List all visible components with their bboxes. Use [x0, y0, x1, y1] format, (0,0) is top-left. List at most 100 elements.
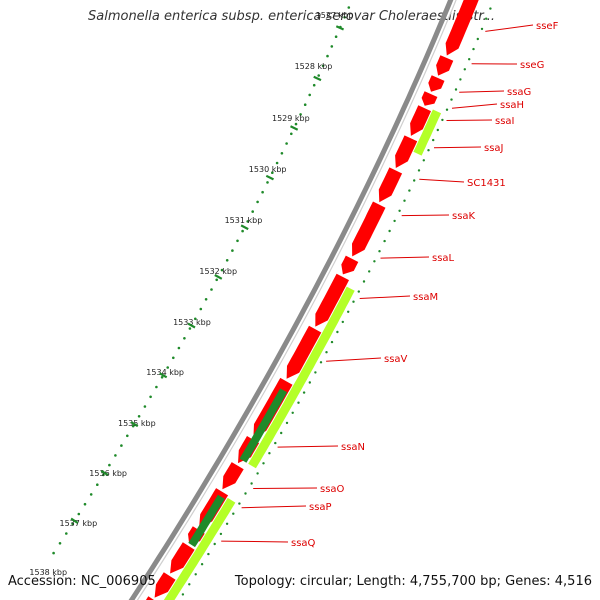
gene-block-green	[248, 286, 355, 469]
tick-dot	[347, 6, 351, 9]
inner-tick-dot	[383, 239, 386, 243]
gene-label: ssaQ	[291, 538, 316, 549]
tick-label: 1535 kbp	[118, 419, 156, 428]
genome-title: Salmonella enterica subsp. enterica sero…	[88, 9, 495, 24]
inner-tick-dot	[232, 512, 235, 515]
gene-arrow-red	[428, 75, 445, 92]
inner-tick-dot	[432, 138, 435, 142]
tick-dot	[271, 171, 274, 174]
gene-arrow-red	[352, 201, 386, 257]
inner-tick-dot	[368, 270, 371, 273]
gene-block-dark-green	[239, 388, 288, 463]
inner-tick-dot	[357, 290, 360, 293]
tick-dot	[204, 298, 208, 301]
gene-track	[145, 0, 479, 600]
inner-tick-dot	[274, 441, 277, 445]
inner-tick-dot	[403, 199, 406, 202]
tick-dot	[149, 395, 152, 399]
gene-leader-line	[451, 103, 498, 109]
inner-tick-dot	[489, 7, 492, 10]
tick-dot	[251, 210, 254, 213]
gene-arrow-red	[154, 572, 176, 598]
gene-arrow-red	[410, 105, 431, 136]
gene-leader-line	[241, 505, 307, 509]
tick-dot	[308, 93, 312, 97]
tick-dot	[256, 200, 259, 204]
tick-label: 1530 kbp	[249, 165, 287, 174]
tick-dot	[312, 83, 316, 87]
gene-leader-line	[380, 256, 430, 259]
inner-tick-dot	[291, 411, 294, 414]
tick-dot	[343, 15, 346, 19]
inner-tick-dot	[472, 47, 475, 51]
gene-leader-line	[446, 119, 493, 121]
tick-dot	[220, 268, 224, 272]
inner-tick-dot	[200, 563, 204, 566]
inner-tick-dot	[207, 552, 210, 556]
tick-mark	[265, 174, 274, 181]
tick-dot	[188, 327, 192, 330]
gene-label: ssaP	[309, 502, 332, 513]
gene-arrow-red	[341, 255, 359, 275]
tick-dot	[225, 259, 229, 262]
inner-tick-dot	[393, 219, 396, 223]
inner-tick-dot	[445, 108, 449, 111]
gene-label: ssaN	[341, 442, 365, 453]
tick-dot	[172, 356, 175, 360]
tick-dot	[334, 35, 338, 38]
tick-label: 1532 kbp	[199, 267, 237, 276]
tick-dot	[96, 483, 99, 487]
inner-tick-dot	[194, 573, 197, 576]
tick-dot	[126, 434, 129, 438]
gene-arrow-red	[286, 325, 322, 379]
tick-dot	[143, 405, 147, 408]
inner-tick-dot	[238, 502, 241, 505]
tick-mark	[130, 421, 139, 428]
gene-label-layer: sseF sseG ssaG ssaH ssaI ssaJ SC1431 ssaK ssaL ss…	[221, 21, 559, 549]
tick-dot	[102, 473, 105, 477]
gene-leader-line	[401, 214, 450, 217]
inner-tick-dot	[459, 78, 462, 81]
inner-tick-dot	[341, 320, 344, 324]
inner-tick-dot	[362, 280, 366, 283]
inner-tick-dot	[436, 128, 439, 132]
gene-label: ssaO	[320, 484, 345, 495]
tick-label: 1528 kbp	[295, 62, 333, 71]
backbone-arc	[128, 0, 454, 600]
gene-leader-line	[485, 24, 534, 32]
inner-tick-dot	[250, 482, 253, 485]
tick-dot	[160, 376, 164, 379]
tick-dot	[166, 366, 169, 369]
inner-tick-dot	[314, 371, 317, 374]
inner-tick-dot	[219, 532, 223, 536]
inner-tick-dot	[347, 310, 350, 313]
tick-dot	[280, 152, 284, 155]
gene-label: ssaI	[495, 116, 515, 127]
tick-dot	[246, 220, 249, 223]
inner-tick-dot	[213, 542, 216, 546]
gene-arrow-red	[445, 0, 479, 56]
tick-dot	[330, 45, 334, 48]
tick-dot	[236, 239, 239, 243]
tick-label: 1538 kbp	[29, 568, 67, 577]
tick-dot	[114, 454, 117, 457]
inner-tick-dot	[463, 68, 466, 71]
inner-tick-dot	[302, 391, 306, 394]
gene-label: ssaK	[452, 211, 476, 222]
tick-dot	[183, 337, 186, 340]
tick-mark	[70, 517, 79, 524]
gene-leader-line	[433, 146, 482, 149]
inner-tick-dot	[413, 179, 416, 182]
gene-arrow-red	[378, 167, 403, 203]
backbone-track	[128, 0, 457, 600]
inner-tick-dot	[268, 452, 271, 455]
tick-dot	[299, 113, 302, 116]
inner-tick-dot	[352, 300, 355, 303]
tick-label: 1533 kbp	[173, 318, 211, 327]
tick-label: 1536 kbp	[89, 469, 127, 478]
inner-tick-dot	[225, 522, 229, 525]
tick-dot	[326, 54, 329, 58]
inner-tick-dot	[417, 169, 421, 172]
tick-dot	[261, 190, 264, 194]
inner-tick-dot	[308, 381, 311, 384]
